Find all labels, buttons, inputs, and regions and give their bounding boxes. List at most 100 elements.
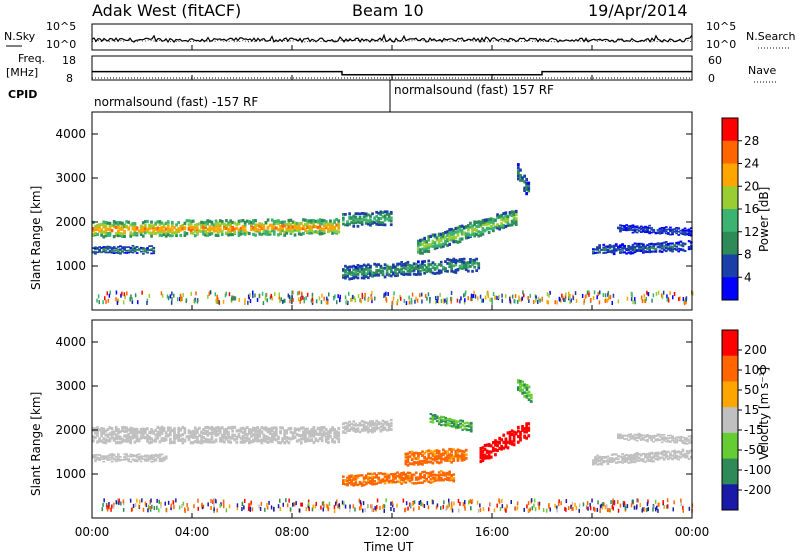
- echo-cell: [417, 476, 420, 479]
- scatter-speck: [505, 294, 507, 299]
- echo-cell: [233, 425, 237, 429]
- scatter-speck: [269, 295, 272, 300]
- echo-cell: [687, 435, 691, 438]
- echo-cell: [367, 475, 370, 479]
- scatter-speck: [510, 500, 512, 504]
- echo-cell: [448, 231, 451, 235]
- echo-cell: [187, 435, 191, 439]
- echo-cell: [131, 247, 135, 250]
- echo-cell: [308, 430, 311, 434]
- echo-cell: [327, 433, 330, 437]
- echo-cell: [469, 430, 473, 433]
- echo-cell: [158, 430, 162, 434]
- echo-cell: [687, 231, 691, 233]
- echo-cell: [256, 228, 259, 232]
- scatter-speck: [234, 296, 237, 301]
- scatter-speck: [107, 504, 110, 509]
- colorbar-swatch: [722, 330, 738, 357]
- echo-cell: [629, 438, 633, 440]
- scatter-speck: [190, 291, 192, 296]
- echo-cell: [121, 440, 124, 444]
- echo-cell: [417, 247, 420, 251]
- echo-cell: [112, 223, 116, 227]
- echo-cell: [164, 456, 168, 459]
- echo-cell: [385, 217, 389, 221]
- echo-cell: [679, 456, 683, 459]
- echo-cell: [358, 264, 362, 268]
- echo-cell: [375, 422, 378, 426]
- scatter-speck: [520, 297, 523, 302]
- echo-cell: [306, 430, 309, 434]
- echo-cell: [360, 264, 364, 268]
- echo-cell: [687, 240, 691, 243]
- echo-cell: [342, 475, 345, 478]
- echo-cell: [243, 427, 247, 431]
- echo-cell: [392, 266, 395, 269]
- echo-cell: [629, 461, 633, 464]
- echo-cell: [135, 434, 139, 438]
- echo-cell: [427, 460, 431, 464]
- scatter-speck: [636, 504, 638, 509]
- scatter-speck: [322, 507, 324, 512]
- scatter-speck: [556, 508, 558, 513]
- scatter-speck: [405, 501, 408, 506]
- echo-cell: [327, 229, 330, 234]
- echo-cell: [683, 438, 687, 441]
- echo-cell: [617, 245, 620, 248]
- echo-cell: [681, 450, 685, 453]
- echo-cell: [150, 248, 153, 250]
- echo-cell: [664, 244, 668, 247]
- echo-cell: [406, 457, 410, 461]
- echo-cell: [229, 436, 232, 440]
- echo-cell: [104, 224, 108, 228]
- scatter-speck: [418, 506, 420, 510]
- echo-cell: [268, 439, 272, 443]
- echo-cell: [527, 187, 531, 191]
- echo-cell: [114, 458, 118, 461]
- echo-cell: [268, 427, 272, 431]
- echo-cell: [660, 434, 664, 436]
- echo-cell: [352, 268, 356, 272]
- echo-cell: [300, 437, 303, 441]
- echo-cell: [100, 439, 103, 443]
- scatter-speck: [546, 292, 549, 297]
- scatter-speck: [285, 498, 287, 503]
- echo-cell: [679, 453, 683, 456]
- scatter-speck: [529, 507, 531, 512]
- echo-cell: [308, 225, 311, 229]
- echo-cell: [481, 446, 485, 450]
- echo-cell: [417, 264, 420, 268]
- echo-cell: [419, 263, 422, 267]
- echo-cell: [108, 247, 112, 250]
- echo-cell: [639, 458, 643, 461]
- echo-cell: [387, 273, 391, 276]
- echo-cell: [594, 461, 597, 464]
- echo-cell: [419, 238, 422, 242]
- echo-cell: [252, 428, 255, 432]
- echo-cell: [262, 433, 266, 437]
- echo-cell: [137, 453, 141, 455]
- echo-cell: [175, 434, 178, 438]
- echo-cell: [679, 248, 683, 251]
- scatter-speck: [318, 296, 321, 301]
- echo-cell: [241, 440, 245, 444]
- echo-cell: [327, 440, 330, 445]
- echo-cell: [631, 231, 635, 234]
- echo-cell: [169, 437, 172, 441]
- echo-cell: [685, 443, 689, 445]
- echo-cell: [96, 426, 99, 430]
- echo-cell: [362, 212, 366, 215]
- echo-cell: [621, 224, 624, 227]
- echo-cell: [464, 456, 468, 460]
- echo-cell: [457, 420, 460, 423]
- echo-cell: [356, 267, 360, 270]
- echo-cell: [375, 273, 378, 276]
- echo-cell: [346, 427, 349, 430]
- echo-cell: [617, 226, 620, 229]
- echo-cell: [139, 460, 143, 463]
- echo-cell: [517, 380, 520, 384]
- echo-cell: [425, 457, 428, 461]
- echo-cell: [98, 454, 101, 456]
- scatter-speck: [657, 502, 660, 507]
